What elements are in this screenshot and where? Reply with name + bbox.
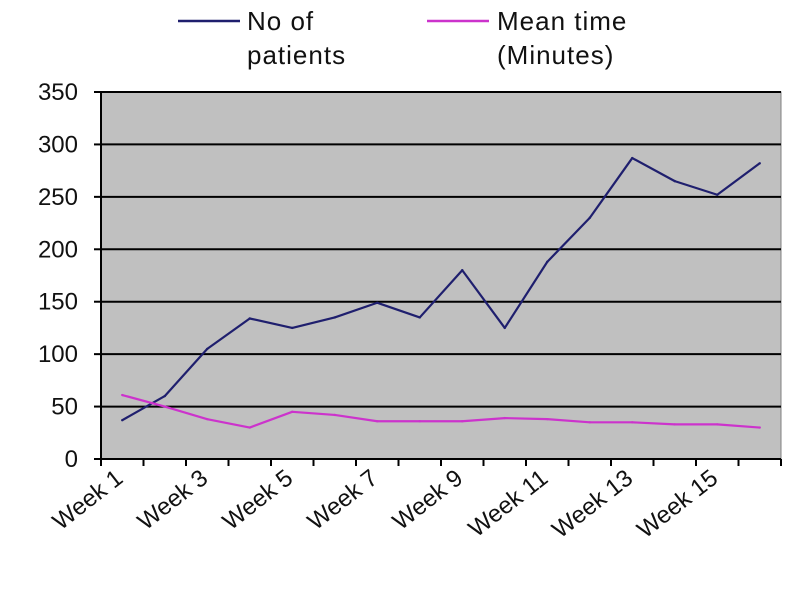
x-tick-label-week-7: Week 7 (303, 464, 383, 535)
data-point-s1-16 (758, 426, 761, 429)
legend-label-1-line-2: (Minutes) (497, 40, 614, 70)
y-tick-label-0: 0 (65, 446, 78, 473)
plot-area (100, 91, 782, 460)
data-point-s0-1 (121, 419, 124, 422)
data-point-s0-9 (461, 269, 464, 272)
x-tick-label-week-13: Week 13 (547, 464, 638, 543)
data-point-s1-11 (546, 417, 549, 421)
data-point-s1-1 (121, 393, 124, 397)
data-point-s1-3 (206, 417, 209, 421)
x-tick-label-week-1: Week 1 (48, 464, 128, 535)
data-point-s1-15 (716, 423, 719, 426)
data-point-s1-4 (248, 426, 251, 429)
data-point-s1-2 (163, 405, 166, 408)
x-tick-label-week-3: Week 3 (133, 464, 213, 535)
data-point-s0-2 (163, 394, 166, 398)
data-point-s0-5 (291, 326, 294, 330)
data-point-s0-4 (248, 317, 251, 320)
data-point-s0-15 (716, 193, 719, 196)
legend-label-0-line-1: No of (247, 6, 314, 36)
data-point-s1-8 (418, 420, 421, 423)
data-point-s1-7 (376, 420, 379, 423)
data-point-s0-6 (333, 316, 336, 319)
legend: No of patients Mean time (Minutes) (178, 6, 627, 70)
y-tick-label-50: 50 (51, 394, 78, 421)
data-point-s0-12 (588, 216, 591, 220)
data-point-s0-14 (673, 179, 676, 183)
x-tick-label-week-15: Week 15 (632, 464, 723, 543)
data-point-s0-16 (758, 162, 761, 165)
data-point-s1-12 (588, 421, 591, 424)
series-line-1 (121, 393, 760, 429)
y-tick-label-250: 250 (38, 184, 78, 211)
data-point-s0-3 (206, 347, 209, 351)
x-tick-label-week-5: Week 5 (218, 464, 298, 535)
data-point-s1-13 (631, 421, 634, 424)
y-tick-label-200: 200 (38, 236, 78, 263)
data-point-s1-6 (333, 413, 336, 417)
data-point-s1-14 (673, 423, 676, 426)
series-line-0 (121, 156, 761, 422)
data-point-s1-9 (461, 420, 464, 423)
x-tick-label-week-11: Week 11 (464, 464, 554, 542)
gridlines (101, 91, 781, 408)
x-tick-label-week-9: Week 9 (388, 464, 468, 535)
y-axis-ticks: 0 50 100 150 200 250 300 350 (38, 79, 101, 473)
data-point-s1-5 (291, 410, 294, 414)
data-point-s0-7 (376, 301, 379, 304)
data-point-s0-11 (546, 260, 549, 264)
y-tick-label-350: 350 (38, 79, 78, 106)
y-tick-label-300: 300 (38, 131, 78, 158)
legend-label-0-line-2: patients (247, 40, 346, 70)
legend-label-1-line-1: Mean time (497, 6, 627, 36)
series-lines (121, 156, 761, 429)
data-point-s1-10 (503, 416, 506, 420)
y-tick-label-150: 150 (38, 289, 78, 316)
y-tick-label-100: 100 (38, 341, 78, 368)
data-point-s0-8 (418, 316, 421, 319)
data-point-s0-13 (631, 156, 634, 160)
data-point-s0-10 (503, 326, 506, 330)
